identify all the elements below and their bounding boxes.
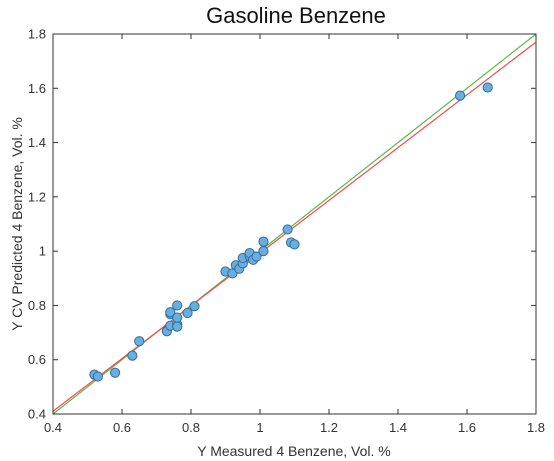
data-point — [251, 251, 262, 262]
data-point — [455, 90, 466, 101]
chart-title: Gasoline Benzene — [206, 3, 386, 28]
fit-line — [52, 41, 537, 412]
y-tick-label: 1.4 — [28, 135, 46, 150]
y-tick-label: 0.6 — [28, 352, 46, 367]
x-axis-label: Y Measured 4 Benzene, Vol. % — [197, 443, 391, 459]
data-point — [172, 321, 183, 332]
x-tick-label: 1.2 — [320, 420, 338, 435]
y-axis-label: Y CV Predicted 4 Benzene, Vol. % — [9, 117, 25, 331]
y-tick-label: 1.6 — [28, 81, 46, 96]
points-layer — [89, 82, 493, 382]
data-point — [172, 300, 183, 311]
data-point — [165, 307, 176, 318]
y-axis: 0.4 0.6 0.8 1 1.2 1.4 1.6 1.8 — [28, 27, 536, 422]
x-tick-label: 1.8 — [527, 420, 545, 435]
data-point — [182, 307, 193, 319]
data-point — [127, 350, 138, 361]
y-tick-label: 0.4 — [28, 407, 46, 422]
data-point — [289, 239, 300, 250]
data-point — [134, 336, 145, 347]
x-tick-label: 1.6 — [458, 420, 476, 435]
data-point — [189, 301, 200, 312]
x-tick-label: 1 — [256, 420, 263, 435]
data-point — [172, 312, 183, 323]
x-axis: 0.4 0.6 0.8 1 1.2 1.4 1.6 1.8 — [44, 34, 545, 435]
data-point — [92, 371, 103, 382]
y-tick-label: 1.2 — [28, 189, 46, 204]
x-tick-label: 1.4 — [389, 420, 407, 435]
data-point — [282, 224, 293, 235]
data-point — [482, 82, 493, 93]
data-point — [110, 367, 121, 378]
y-tick-label: 0.8 — [28, 298, 46, 313]
data-point — [258, 246, 269, 257]
y-tick-label: 1 — [39, 244, 46, 259]
x-tick-label: 0.4 — [44, 420, 62, 435]
x-tick-label: 0.6 — [113, 420, 131, 435]
x-tick-label: 0.8 — [182, 420, 200, 435]
y-tick-label: 1.8 — [28, 27, 46, 42]
data-point — [258, 236, 269, 247]
